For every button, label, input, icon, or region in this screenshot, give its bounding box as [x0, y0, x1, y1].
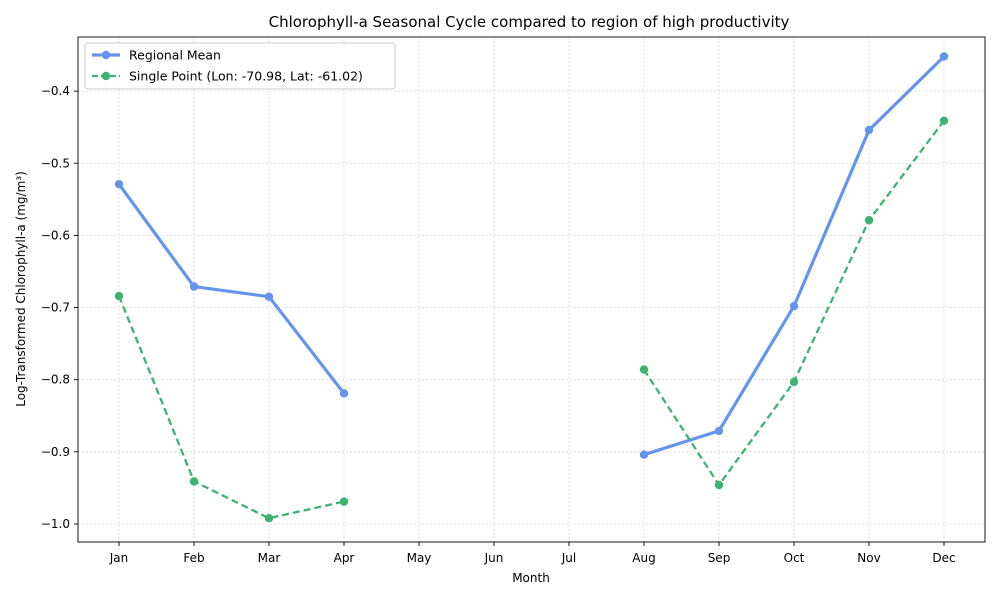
y-tick-label: −0.6 — [41, 228, 70, 242]
data-point — [114, 291, 124, 301]
data-point — [639, 365, 649, 374]
x-tick-label: Jun — [484, 551, 504, 565]
series-line — [117, 183, 346, 395]
data-point — [264, 292, 274, 301]
data-point — [639, 450, 649, 459]
legend-entry: Regional Mean — [129, 48, 221, 63]
legend-marker — [101, 50, 111, 60]
data-point — [339, 497, 349, 506]
x-tick-label: Aug — [632, 551, 655, 565]
x-axis-label: Month — [512, 571, 550, 585]
data-point — [864, 125, 874, 135]
y-tick-label: −0.5 — [41, 156, 70, 170]
y-tick-label: −0.4 — [41, 84, 70, 98]
x-tick-label: Sep — [708, 551, 731, 565]
series-2 — [114, 116, 949, 523]
chart-title: Chlorophyll-a Seasonal Cycle compared to… — [269, 13, 790, 31]
data-point — [789, 377, 799, 387]
x-tick-label: Jan — [109, 551, 129, 565]
data-point — [714, 480, 724, 490]
y-tick-label: −0.8 — [41, 373, 70, 387]
x-tick-label: Nov — [857, 551, 880, 565]
data-point — [264, 513, 274, 523]
plot-frame — [77, 36, 986, 543]
data-point — [939, 52, 949, 61]
data-point — [189, 282, 199, 291]
data-point — [864, 216, 874, 225]
series-line — [643, 55, 946, 457]
data-point — [939, 116, 949, 125]
legend-marker — [101, 71, 111, 81]
x-tick-label: Jul — [561, 551, 576, 565]
x-tick-label: Mar — [258, 551, 281, 565]
x-tick-label: Oct — [784, 551, 805, 565]
series-layer — [114, 52, 949, 523]
series-1 — [114, 52, 949, 459]
data-point — [189, 477, 199, 486]
x-tick-label: Feb — [183, 551, 204, 565]
axis-ticks: Jan Feb Mar Apr May Jun Jul Aug Sep Oct Nov Dec −1.0… — [41, 84, 956, 565]
y-tick-label: −0.7 — [41, 301, 70, 315]
x-tick-label: May — [407, 551, 432, 565]
y-tick-label: −1.0 — [41, 517, 70, 531]
data-point — [114, 179, 124, 189]
x-tick-label: Apr — [334, 551, 355, 565]
data-point — [714, 426, 724, 436]
x-tick-label: Dec — [932, 551, 955, 565]
data-point — [789, 301, 799, 311]
series-line — [117, 295, 345, 520]
y-tick-label: −0.9 — [41, 445, 70, 459]
legend-box — [84, 42, 396, 90]
y-axis-label: Log-Transformed Chlorophyll-a (mg/m³) — [14, 171, 28, 407]
data-point — [339, 389, 349, 398]
legend: Regional Mean Single Point (Lon: -70.98, … — [84, 42, 396, 90]
legend-entry: Single Point (Lon: -70.98, Lat: -61.02) — [129, 69, 363, 84]
